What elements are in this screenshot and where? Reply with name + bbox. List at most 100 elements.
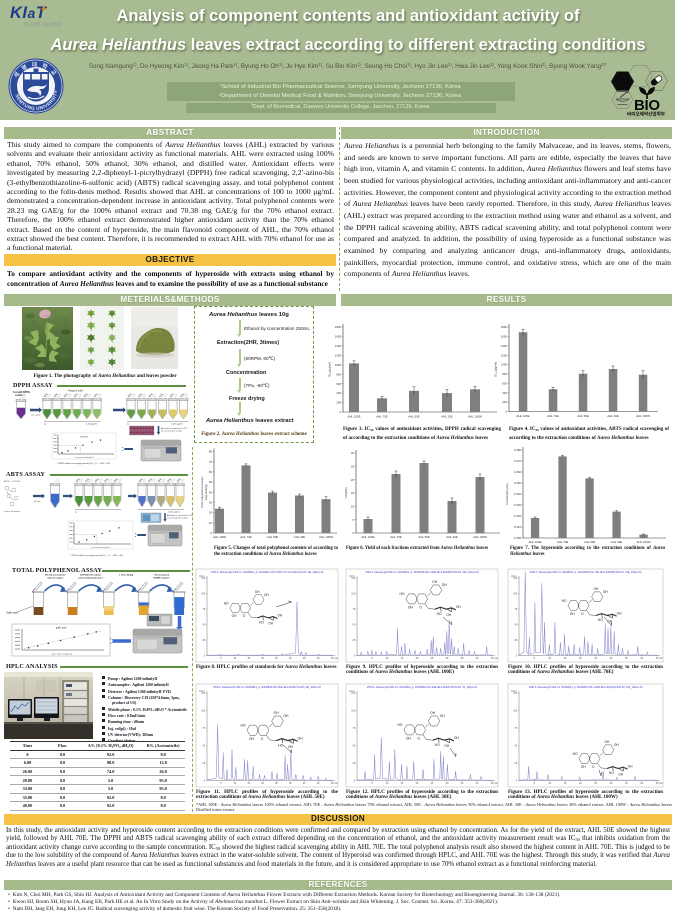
svg-text:70: 70 [209,460,213,464]
svg-text:phenol reagent: phenol reagent [48,576,64,579]
svg-text:75: 75 [203,727,206,730]
svg-text:VWD A, Wavelength=360 nm (2023: VWD A, Wavelength=360 nm (20230814_S, 20… [211,571,324,574]
svg-text:0: 0 [339,410,341,414]
svg-text:0.360: 0.360 [514,470,521,474]
svg-text:AHL: AHL [126,391,133,398]
svg-text:1,000 μg/ml: 1,000 μg/ml [171,424,183,426]
svg-text:50: 50 [209,480,213,484]
svg-text:1st add DPPH: 1st add DPPH [13,390,30,394]
svg-text:40: 40 [317,657,320,660]
svg-text:10: 10 [386,657,389,660]
svg-text:OH: OH [408,606,414,610]
svg-text:25: 25 [515,639,518,642]
svg-text:0.330: 0.330 [514,503,521,507]
svg-text:(-): (-) [44,424,46,426]
svg-text:AHL 100E: AHL 100E [528,540,541,544]
svg-text:AHL 30E: AHL 30E [294,535,306,539]
svg-text:50: 50 [203,745,206,748]
svg-text:200: 200 [336,401,341,405]
svg-text:30: 30 [446,782,449,785]
svg-text:30: 30 [610,782,613,785]
svg-text:25: 25 [431,782,434,785]
svg-text:20: 20 [261,782,264,785]
svg-text:25: 25 [203,639,206,642]
svg-text:100: 100 [201,593,206,596]
svg-text:OH: OH [432,580,438,584]
svg-text:45: 45 [331,657,334,660]
svg-text:1400: 1400 [335,344,342,348]
svg-text:1000: 1000 [335,363,342,367]
svg-text:AHL: AHL [137,476,144,483]
svg-text:20: 20 [579,782,582,785]
svg-text:1,000 μg/ml: 1,000 μg/ml [168,512,180,514]
svg-text:10%Na2CO3 sodium: 10%Na2CO3 sodium [80,575,101,577]
svg-text:100: 100 [513,710,518,713]
svg-text:5: 5 [220,782,222,785]
svg-text:AHL: AHL [84,476,91,483]
svg-text:35: 35 [625,782,628,785]
svg-text:0: 0 [352,531,354,535]
svg-text:20: 20 [416,657,419,660]
svg-text:20: 20 [351,478,355,482]
svg-text:AHL 100E: AHL 100E [213,535,226,539]
svg-text:75: 75 [203,608,206,611]
svg-text:AHL: AHL [103,476,110,483]
svg-text:AHL 30E: AHL 30E [607,414,619,418]
svg-text:25: 25 [275,782,278,785]
svg-text:125: 125 [201,692,206,695]
svg-text:25: 25 [594,657,597,660]
svg-text:OH: OH [594,587,600,591]
svg-text:40: 40 [209,490,213,494]
svg-text:20: 20 [416,782,419,785]
svg-text:OH: OH [277,614,282,618]
svg-text:HO: HO [240,723,245,727]
svg-text:HO: HO [562,599,567,603]
svg-text:45: 45 [656,782,659,785]
svg-text:5: 5 [371,657,373,660]
svg-text:HO: HO [435,743,440,747]
svg-text:0: 0 [354,655,356,658]
svg-text:AHL 50E: AHL 50E [267,535,279,539]
svg-text:(mg GAE/g): (mg GAE/g) [204,484,208,500]
svg-text:min: min [659,783,663,785]
svg-text:600: 600 [502,381,507,385]
svg-text:gallic acid: gallic acid [56,627,67,630]
svg-text:1200: 1200 [501,353,508,357]
svg-text:AHL 70E: AHL 70E [390,535,402,539]
svg-text:OH: OH [446,613,452,617]
svg-text:4% folin-ciocalteau*: 4% folin-ciocalteau* [45,574,66,577]
svg-text:OH: OH [618,772,624,776]
svg-text:50: 50 [353,745,356,748]
svg-text:OH: OH [440,714,446,718]
svg-text:45: 45 [656,657,659,660]
svg-text:35: 35 [303,782,306,785]
svg-text:AHL: AHL [156,476,163,483]
svg-text:AHL: AHL [179,391,186,398]
svg-text:min: min [334,658,338,660]
svg-text:O: O [581,612,584,616]
svg-text:*Vortexing and: *Vortexing and [154,574,170,577]
svg-text:ABTS+ + K2S2O8: ABTS+ + K2S2O8 [4,480,21,483]
svg-text:AHL: AHL [158,391,165,398]
svg-text:OH: OH [607,619,613,623]
svg-text:10: 10 [386,782,389,785]
svg-text:AHL: AHL [168,391,175,398]
svg-text:OH: OH [581,765,587,769]
svg-text:125: 125 [351,692,356,695]
svg-text:AHL 100E: AHL 100E [347,415,360,419]
svg-text:25: 25 [431,657,434,660]
svg-text:0: 0 [516,655,518,658]
svg-text:1200: 1200 [335,353,342,357]
svg-text:AHL 30E: AHL 30E [611,540,623,544]
svg-text:(-): (-) [75,512,77,514]
svg-text:HO: HO [224,601,229,605]
svg-text:10: 10 [209,521,213,525]
svg-text:y=ax+b: y=ax+b [80,436,89,439]
svg-text:1600: 1600 [335,335,342,339]
svg-text:OH: OH [605,740,611,744]
svg-text:HO: HO [278,743,283,747]
svg-text:OH: OH [232,614,237,618]
svg-text:25: 25 [351,464,355,468]
svg-text:O: O [417,737,420,741]
svg-text:5: 5 [371,782,373,785]
